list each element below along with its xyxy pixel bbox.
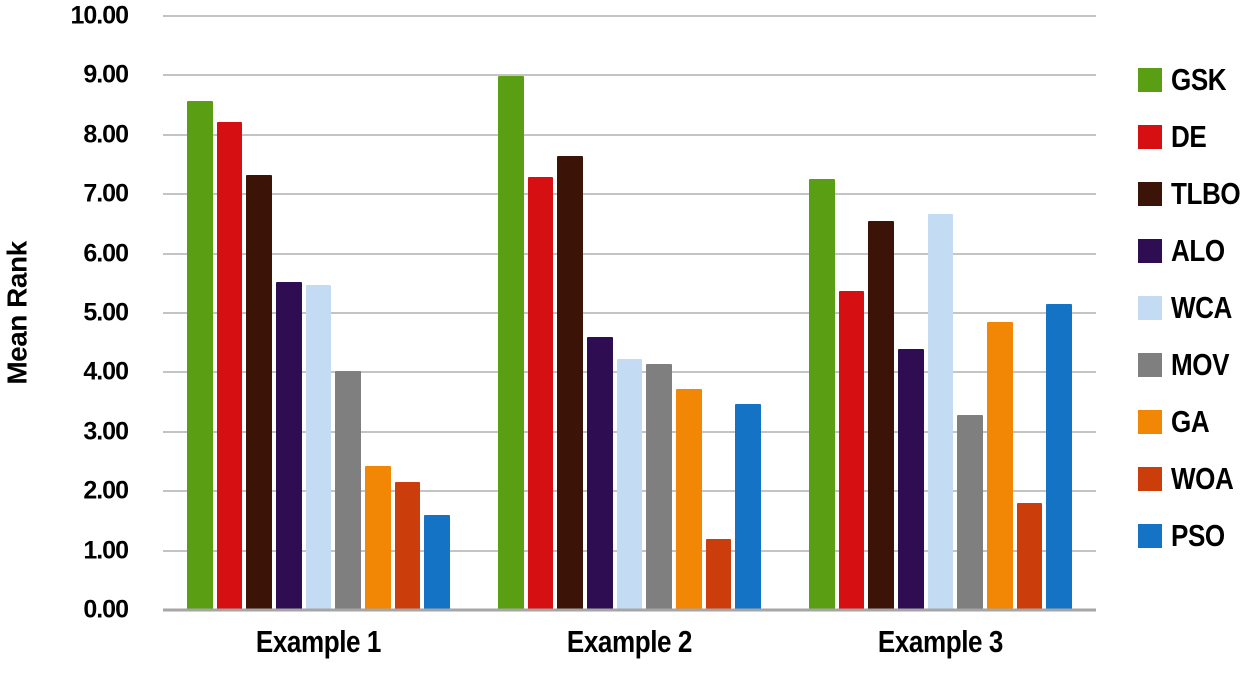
y-tick-label-2: 2.00	[83, 476, 129, 505]
legend-swatch-gsk	[1138, 68, 1162, 92]
legend-item-alo: ALO	[1138, 233, 1250, 268]
bar-gsk-example-3	[809, 178, 835, 609]
y-tick-label-1: 1.00	[83, 536, 129, 565]
legend-swatch-mov	[1138, 353, 1162, 377]
legend-swatch-de	[1138, 125, 1162, 149]
legend-item-pso: PSO	[1138, 518, 1250, 553]
legend-label-ga: GA	[1171, 404, 1210, 439]
legend-item-gsk: GSK	[1138, 62, 1250, 97]
bar-de-example-1	[216, 121, 243, 609]
gridline-7	[163, 193, 1096, 196]
bar-tlbo-example-3	[868, 221, 895, 609]
bar-de-example-3	[838, 291, 865, 609]
y-tick-label-4: 4.00	[83, 357, 129, 386]
bar-ga-example-1	[365, 465, 391, 609]
bar-group-example-3	[809, 15, 1073, 609]
x-axis-label-example-1: Example 1	[187, 624, 450, 660]
legend-item-mov: MOV	[1138, 347, 1250, 382]
bar-alo-example-1	[276, 282, 302, 609]
bar-woa-example-1	[394, 481, 421, 609]
bar-wca-example-2	[616, 358, 643, 609]
bar-mov-example-3	[957, 414, 984, 609]
bar-tlbo-example-2	[557, 155, 584, 609]
legend-item-de: DE	[1138, 119, 1250, 154]
legend-label-de: DE	[1171, 119, 1207, 154]
bar-ga-example-2	[676, 389, 702, 609]
legend-item-wca: WCA	[1138, 290, 1250, 325]
bar-mov-example-1	[335, 371, 362, 609]
gridline-8	[163, 133, 1096, 136]
legend-swatch-alo	[1138, 239, 1162, 263]
legend-label-woa: WOA	[1171, 461, 1234, 496]
bar-de-example-2	[527, 177, 554, 609]
y-tick-label-10: 10.00	[70, 1, 129, 30]
bar-woa-example-2	[705, 538, 732, 609]
plot-area	[163, 15, 1096, 612]
y-tick-label-9: 9.00	[83, 60, 129, 89]
legend-label-tlbo: TLBO	[1171, 176, 1241, 211]
gridline-6	[163, 252, 1096, 255]
y-tick-label-8: 8.00	[83, 120, 129, 149]
legend-item-ga: GA	[1138, 404, 1250, 439]
bar-gsk-example-1	[187, 101, 213, 609]
legend-label-alo: ALO	[1171, 233, 1225, 268]
x-axis-label-text: Example 3	[877, 624, 1004, 659]
bar-alo-example-3	[898, 348, 924, 609]
y-axis-ticks: 0.00 1.00 2.00 3.00 4.00 5.00 6.00 7.00 8.00 9.00…	[0, 2, 129, 624]
y-tick-label-3: 3.00	[83, 417, 129, 446]
legend-swatch-wca	[1138, 296, 1162, 320]
legend-swatch-ga	[1138, 410, 1162, 434]
x-axis-baseline	[163, 608, 1096, 612]
gridline-5	[163, 312, 1096, 314]
legend-swatch-tlbo	[1138, 182, 1162, 206]
legend: GSK DE TLBO ALO WCA MOV GA WOA PSO	[1138, 62, 1250, 553]
legend-label-mov: MOV	[1171, 347, 1230, 382]
y-tick-label-6: 6.00	[83, 239, 129, 268]
bar-ga-example-3	[987, 322, 1013, 609]
legend-item-tlbo: TLBO	[1138, 176, 1250, 211]
y-tick-label-7: 7.00	[83, 179, 129, 208]
bar-gsk-example-2	[498, 76, 524, 609]
gridline-10	[163, 15, 1096, 17]
legend-label-wca: WCA	[1171, 290, 1232, 325]
bar-pso-example-2	[735, 404, 762, 609]
x-axis-label-text: Example 1	[255, 624, 382, 659]
legend-swatch-woa	[1138, 467, 1162, 491]
gridline-9	[163, 74, 1096, 77]
legend-swatch-pso	[1138, 524, 1162, 548]
legend-item-woa: WOA	[1138, 461, 1250, 496]
x-axis-label-example-2: Example 2	[498, 624, 761, 660]
legend-label-gsk: GSK	[1171, 62, 1227, 97]
bar-wca-example-3	[927, 214, 954, 609]
bar-tlbo-example-1	[246, 174, 273, 609]
y-tick-label-0: 0.00	[83, 595, 129, 624]
bar-mov-example-2	[646, 363, 673, 609]
x-axis-label-example-3: Example 3	[809, 624, 1072, 660]
bar-alo-example-2	[587, 336, 613, 609]
bar-wca-example-1	[305, 284, 332, 609]
bar-pso-example-1	[424, 515, 451, 609]
bar-group-example-1	[187, 15, 451, 609]
legend-label-pso: PSO	[1171, 518, 1225, 553]
bar-woa-example-3	[1016, 502, 1043, 609]
x-axis-label-text: Example 2	[566, 624, 693, 659]
bar-pso-example-3	[1046, 304, 1073, 609]
bar-group-example-2	[498, 15, 762, 609]
y-tick-label-5: 5.00	[83, 298, 129, 327]
